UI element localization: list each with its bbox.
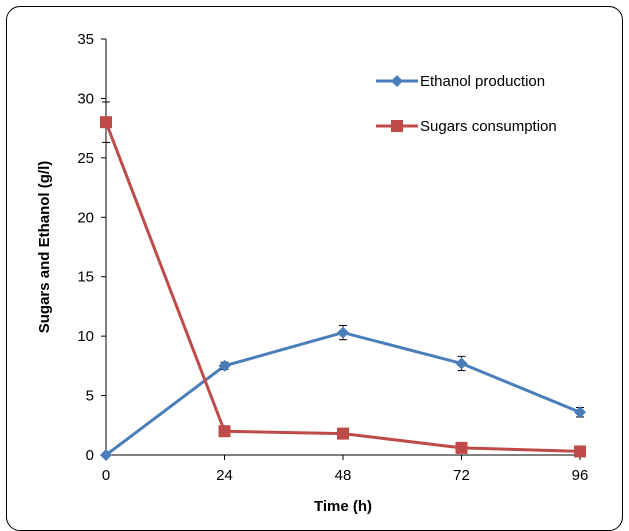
y-tick-label: 15 xyxy=(77,269,94,286)
data-point xyxy=(455,357,468,370)
legend-label: Ethanol production xyxy=(420,73,545,90)
y-axis: 0 5 10 15 20 25 30 35 xyxy=(77,31,107,464)
x-tick-label: 72 xyxy=(453,467,470,484)
y-axis-title: Sugars and Ethanol (g/l) xyxy=(36,161,53,334)
legend: Ethanol production Sugars consumption xyxy=(376,73,557,135)
legend-label: Sugars consumption xyxy=(420,118,557,135)
legend-entry: Ethanol production xyxy=(376,73,545,90)
data-point xyxy=(337,427,349,440)
legend-entry: Sugars consumption xyxy=(376,118,557,135)
data-point xyxy=(455,441,468,454)
y-tick-label: 5 xyxy=(86,388,94,405)
data-point xyxy=(337,326,349,339)
y-tick-label: 35 xyxy=(77,31,94,48)
y-tick-label: 10 xyxy=(77,328,94,345)
x-axis: 0 24 48 72 96 xyxy=(102,454,589,484)
x-tick-label: 24 xyxy=(216,467,233,484)
series-0 xyxy=(100,324,586,461)
data-point xyxy=(100,449,112,461)
line-chart: 0 5 10 15 20 25 30 35 0 24 48 72 96 Sugars and Etha… xyxy=(36,31,589,515)
legend-marker xyxy=(391,75,403,87)
y-tick-label: 0 xyxy=(86,447,94,464)
legend-marker xyxy=(391,120,403,132)
y-tick-label: 20 xyxy=(77,209,94,226)
x-tick-label: 48 xyxy=(335,467,352,484)
data-point xyxy=(574,445,586,458)
y-tick-label: 25 xyxy=(77,150,94,167)
data-point xyxy=(100,116,112,129)
x-tick-label: 96 xyxy=(572,467,589,484)
y-tick-label: 30 xyxy=(77,90,94,107)
data-point xyxy=(574,406,586,419)
x-tick-label: 0 xyxy=(102,467,110,484)
data-point xyxy=(218,359,231,372)
data-point xyxy=(218,425,231,438)
plot-area xyxy=(100,101,586,461)
series-1 xyxy=(100,101,586,458)
x-axis-title: Time (h) xyxy=(314,498,372,515)
